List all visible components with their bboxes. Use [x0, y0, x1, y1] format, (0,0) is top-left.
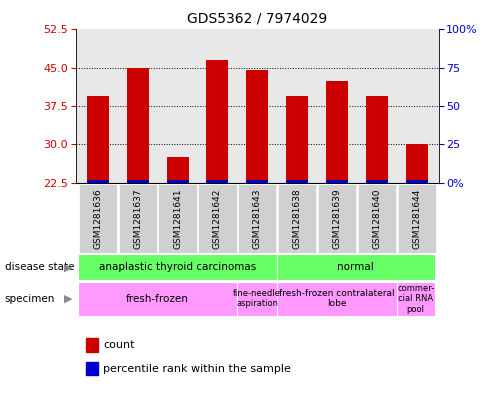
- FancyBboxPatch shape: [318, 184, 356, 253]
- Text: fresh-frozen: fresh-frozen: [126, 294, 189, 304]
- Text: GSM1281639: GSM1281639: [332, 188, 342, 249]
- Bar: [246, 180, 268, 183]
- Bar: [167, 180, 189, 183]
- Text: GSM1281644: GSM1281644: [412, 188, 421, 249]
- Text: disease state: disease state: [5, 262, 74, 272]
- FancyBboxPatch shape: [119, 184, 157, 253]
- Text: count: count: [103, 340, 134, 350]
- FancyBboxPatch shape: [397, 282, 435, 316]
- FancyBboxPatch shape: [397, 184, 436, 253]
- Text: normal: normal: [338, 262, 374, 272]
- Bar: [366, 96, 388, 183]
- Bar: [326, 81, 348, 183]
- FancyBboxPatch shape: [79, 184, 117, 253]
- Bar: [366, 180, 388, 183]
- Text: commer-
cial RNA
pool: commer- cial RNA pool: [397, 284, 434, 314]
- Text: fine-needle
aspiration: fine-needle aspiration: [233, 289, 281, 309]
- FancyBboxPatch shape: [277, 254, 435, 281]
- Text: GSM1281636: GSM1281636: [94, 188, 102, 249]
- Bar: [406, 180, 428, 183]
- Bar: [127, 68, 148, 183]
- Bar: [87, 180, 109, 183]
- Text: fresh-frozen contralateral
lobe: fresh-frozen contralateral lobe: [279, 289, 395, 309]
- Text: percentile rank within the sample: percentile rank within the sample: [103, 364, 291, 374]
- Text: anaplastic thyroid carcinomas: anaplastic thyroid carcinomas: [99, 262, 256, 272]
- FancyBboxPatch shape: [78, 282, 237, 316]
- Text: GSM1281642: GSM1281642: [213, 188, 222, 249]
- Title: GDS5362 / 7974029: GDS5362 / 7974029: [187, 11, 327, 26]
- Text: specimen: specimen: [5, 294, 55, 304]
- Text: ▶: ▶: [64, 262, 73, 272]
- Bar: [206, 180, 228, 183]
- FancyBboxPatch shape: [278, 184, 316, 253]
- Text: ▶: ▶: [64, 294, 73, 304]
- FancyBboxPatch shape: [358, 184, 396, 253]
- Bar: [406, 144, 428, 183]
- FancyBboxPatch shape: [198, 184, 237, 253]
- FancyBboxPatch shape: [277, 282, 397, 316]
- FancyBboxPatch shape: [238, 184, 276, 253]
- Bar: [286, 96, 308, 183]
- Bar: [167, 157, 189, 183]
- Text: GSM1281643: GSM1281643: [253, 188, 262, 249]
- Bar: [127, 180, 148, 183]
- Bar: [326, 180, 348, 183]
- FancyBboxPatch shape: [158, 184, 196, 253]
- Text: GSM1281637: GSM1281637: [133, 188, 142, 249]
- Text: GSM1281641: GSM1281641: [173, 188, 182, 249]
- Bar: [87, 96, 109, 183]
- FancyBboxPatch shape: [237, 282, 277, 316]
- Text: GSM1281640: GSM1281640: [372, 188, 381, 249]
- Bar: [206, 60, 228, 183]
- Bar: [246, 70, 268, 183]
- FancyBboxPatch shape: [78, 254, 277, 281]
- Text: GSM1281638: GSM1281638: [293, 188, 302, 249]
- Bar: [286, 180, 308, 183]
